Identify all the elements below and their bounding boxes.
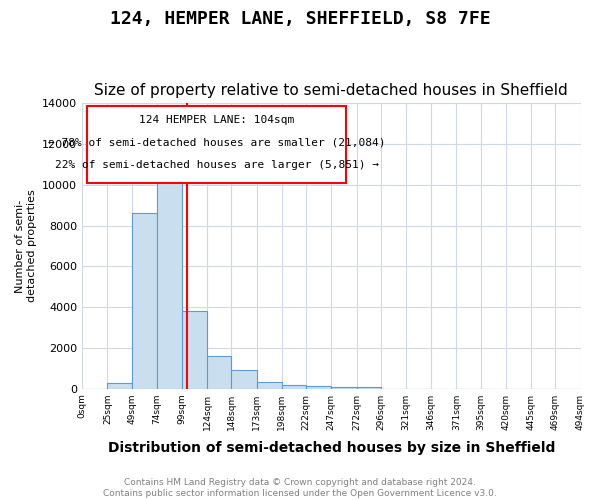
Bar xyxy=(157,162,182,388)
Bar xyxy=(282,384,306,388)
Text: 22% of semi-detached houses are larger (5,851) →: 22% of semi-detached houses are larger (… xyxy=(55,160,379,170)
Bar xyxy=(182,311,207,388)
FancyBboxPatch shape xyxy=(87,106,346,183)
Bar xyxy=(207,356,232,388)
Text: 124 HEMPER LANE: 104sqm: 124 HEMPER LANE: 104sqm xyxy=(139,114,295,124)
Bar xyxy=(306,386,331,388)
Bar xyxy=(257,382,282,388)
Text: ← 78% of semi-detached houses are smaller (21,084): ← 78% of semi-detached houses are smalle… xyxy=(48,138,385,147)
Title: Size of property relative to semi-detached houses in Sheffield: Size of property relative to semi-detach… xyxy=(94,83,568,98)
X-axis label: Distribution of semi-detached houses by size in Sheffield: Distribution of semi-detached houses by … xyxy=(107,441,555,455)
Text: 124, HEMPER LANE, SHEFFIELD, S8 7FE: 124, HEMPER LANE, SHEFFIELD, S8 7FE xyxy=(110,10,490,28)
Bar xyxy=(131,214,157,388)
Bar xyxy=(356,386,381,388)
Bar xyxy=(232,370,257,388)
Text: Contains HM Land Registry data © Crown copyright and database right 2024.
Contai: Contains HM Land Registry data © Crown c… xyxy=(103,478,497,498)
Bar xyxy=(107,382,131,388)
Bar xyxy=(331,386,356,388)
Y-axis label: Number of semi-
detached properties: Number of semi- detached properties xyxy=(15,190,37,302)
